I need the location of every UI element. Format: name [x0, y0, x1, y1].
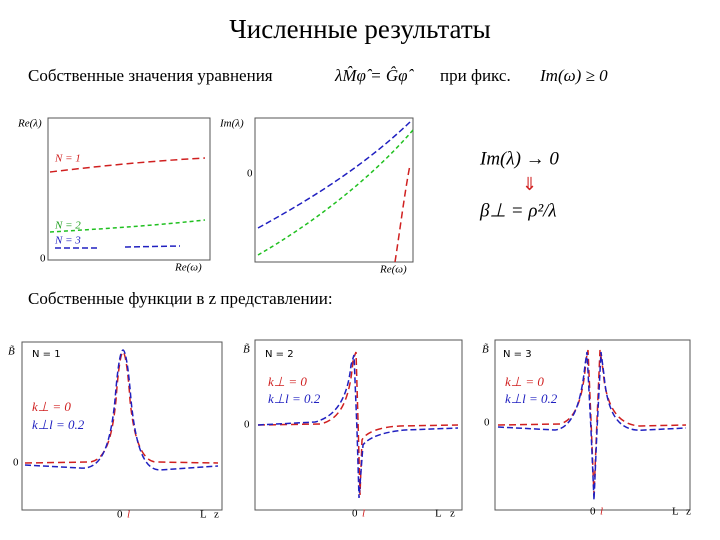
y-origin: 0	[13, 457, 19, 469]
y-origin: 0	[244, 419, 250, 431]
curve	[394, 164, 411, 263]
mode: N = 3	[503, 349, 532, 360]
legend-entry: k⊥l = 0.2	[32, 417, 85, 432]
origin: 0	[247, 168, 253, 180]
arrow: ⇓	[522, 174, 537, 194]
x-tick: 0	[590, 506, 596, 518]
condition-prefix: при фикс.	[440, 66, 511, 85]
curve	[497, 351, 687, 501]
mode: N = 2	[265, 349, 294, 360]
x-tick: l	[127, 509, 130, 521]
slide-title: Численные результаты	[229, 14, 491, 44]
legend-entry: k⊥ = 0	[505, 374, 544, 389]
equation: λM̂φ̂ = Ĝφ̂	[334, 66, 415, 85]
plot-frame	[494, 339, 691, 511]
x-tick: 0	[352, 508, 358, 520]
y-label: B̃	[482, 343, 489, 356]
curve	[257, 129, 414, 256]
legend-entry: k⊥ = 0	[32, 399, 71, 414]
curve	[49, 219, 206, 233]
x-tick: L	[200, 509, 207, 521]
plot-frame	[254, 117, 414, 263]
y-label: Re(λ)	[17, 118, 42, 130]
y-label: Im(λ)	[219, 118, 244, 130]
curve	[55, 245, 181, 249]
y-label: B̃	[243, 343, 250, 356]
curve	[257, 351, 459, 496]
x-label: Re(ω)	[379, 264, 407, 276]
x-tick: z	[686, 506, 691, 518]
x-tick: L	[672, 506, 679, 518]
y-label: B̃	[8, 345, 15, 358]
curve	[257, 121, 411, 229]
y-origin: 0	[484, 417, 490, 429]
legend-entry: k⊥l = 0.2	[268, 391, 321, 406]
x-label: Re(ω)	[174, 262, 202, 274]
x-tick: l	[600, 506, 603, 518]
curve	[257, 354, 459, 499]
eigen-label: Собственные значения уравнения	[28, 66, 273, 85]
curve	[49, 157, 206, 173]
plot-frame	[21, 341, 223, 511]
legend-entry: k⊥l = 0.2	[505, 391, 558, 406]
eigenfunctions-label: Собственные функции в z представлении:	[28, 289, 333, 308]
legend-entry: k⊥ = 0	[268, 374, 307, 389]
relation: β⊥ = ρ²/λ	[479, 200, 557, 221]
x-tick: L	[435, 508, 442, 520]
curve	[24, 349, 219, 471]
limit-condition: Im(λ) → 0	[479, 148, 559, 169]
condition: Im(ω) ≥ 0	[539, 66, 608, 85]
x-tick: l	[362, 508, 365, 520]
curve-label: N = 3	[54, 235, 81, 247]
x-tick: z	[214, 509, 219, 521]
curve	[497, 349, 687, 496]
x-tick: z	[450, 508, 455, 520]
origin: 0	[40, 253, 46, 265]
plot-frame	[47, 117, 211, 261]
curve-label: N = 2	[54, 220, 81, 232]
x-tick: 0	[117, 509, 123, 521]
curve-label: N = 1	[54, 153, 81, 165]
plot-frame	[254, 339, 463, 511]
mode: N = 1	[32, 349, 61, 360]
